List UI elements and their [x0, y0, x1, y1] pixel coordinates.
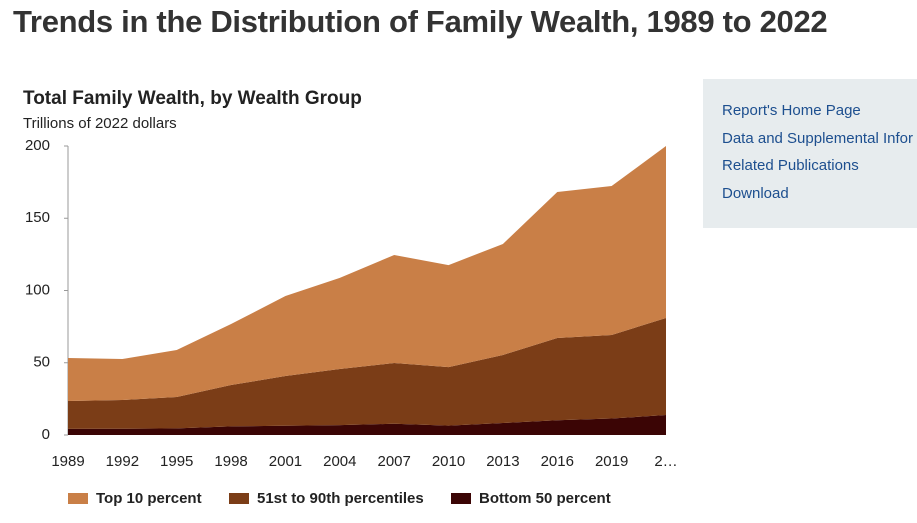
page-title: Trends in the Distribution of Family Wea…: [13, 4, 828, 39]
x-tick-label: 2001: [269, 453, 302, 470]
x-tick-label: 1992: [106, 453, 139, 470]
y-tick-label: 0: [42, 426, 50, 443]
sidebar-link[interactable]: Report's Home Page: [722, 102, 861, 119]
legend-label: Top 10 percent: [96, 490, 202, 507]
area: [68, 146, 666, 402]
x-tick-label: 2007: [377, 453, 410, 470]
sidebar-link[interactable]: Data and Supplemental Infor: [722, 129, 913, 147]
x-tick-label: 2013: [486, 453, 519, 470]
legend-label: Bottom 50 percent: [479, 490, 611, 507]
x-tick-label: 2019: [595, 453, 628, 470]
legend-swatch: [68, 493, 88, 504]
x-tick-label: 1995: [160, 453, 193, 470]
chart-title: Total Family Wealth, by Wealth Group: [23, 88, 362, 109]
area: [68, 415, 666, 435]
chart-subtitle: Trillions of 2022 dollars: [23, 115, 177, 132]
legend-swatch: [229, 493, 249, 504]
legend-swatch: [451, 493, 471, 504]
x-tick-label: 2004: [323, 453, 356, 470]
sidebar-link[interactable]: Download: [722, 184, 789, 202]
x-tick-label: 2…: [654, 453, 677, 470]
sidebar: Report's Home Page Data and Supplemental …: [703, 79, 917, 228]
area: [68, 317, 666, 429]
legend-label: 51st to 90th percentiles: [257, 490, 424, 507]
y-tick-label: 100: [25, 281, 50, 298]
y-tick-label: 200: [25, 137, 50, 154]
x-tick-label: 2010: [432, 453, 465, 470]
x-tick-label: 1989: [51, 453, 84, 470]
y-tick-label: 50: [33, 354, 50, 371]
x-tick-label: 2016: [541, 453, 574, 470]
chart: Total Family Wealth, by Wealth Group Tri…: [23, 88, 678, 507]
sidebar-link[interactable]: Related Publications: [722, 157, 859, 174]
x-tick-label: 1998: [214, 453, 247, 470]
y-tick-label: 150: [25, 209, 50, 226]
